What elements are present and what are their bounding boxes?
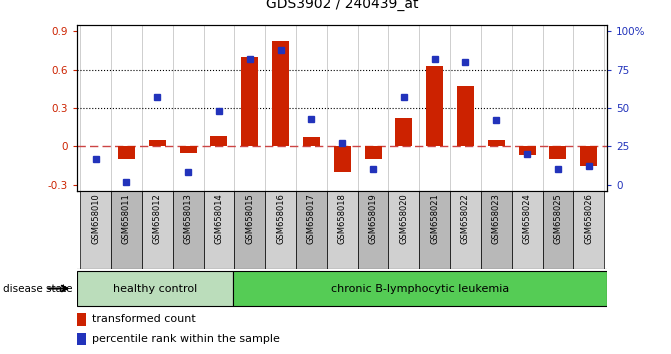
- Text: GSM658015: GSM658015: [246, 194, 254, 244]
- Text: GSM658020: GSM658020: [399, 194, 409, 244]
- Bar: [142, 191, 172, 269]
- Text: GSM658014: GSM658014: [215, 194, 223, 244]
- Text: GSM658019: GSM658019: [368, 194, 378, 244]
- Bar: [111, 191, 142, 269]
- Bar: [573, 191, 604, 269]
- Text: transformed count: transformed count: [93, 314, 196, 325]
- Bar: [519, 146, 535, 155]
- Text: GSM658026: GSM658026: [584, 194, 593, 244]
- Bar: [81, 191, 111, 269]
- Bar: [358, 191, 389, 269]
- Bar: [389, 191, 419, 269]
- Bar: [481, 191, 512, 269]
- Text: GSM658013: GSM658013: [184, 194, 193, 244]
- Text: GSM658025: GSM658025: [554, 194, 562, 244]
- Bar: [426, 66, 443, 146]
- Bar: [550, 146, 566, 159]
- Text: GSM658011: GSM658011: [122, 194, 131, 244]
- Bar: [327, 191, 358, 269]
- Bar: [364, 146, 382, 159]
- Text: chronic B-lymphocytic leukemia: chronic B-lymphocytic leukemia: [331, 284, 509, 293]
- Bar: [419, 191, 450, 269]
- Text: GSM658018: GSM658018: [338, 194, 347, 244]
- Bar: [211, 136, 227, 146]
- Text: GDS3902 / 240439_at: GDS3902 / 240439_at: [266, 0, 419, 11]
- Text: GSM658022: GSM658022: [461, 194, 470, 244]
- Bar: [77, 313, 86, 326]
- Text: GSM658017: GSM658017: [307, 194, 316, 244]
- Bar: [203, 191, 234, 269]
- Bar: [149, 140, 166, 146]
- Bar: [77, 271, 233, 306]
- Bar: [580, 146, 597, 166]
- Text: GSM658012: GSM658012: [153, 194, 162, 244]
- Bar: [450, 191, 481, 269]
- Text: healthy control: healthy control: [113, 284, 197, 293]
- Text: percentile rank within the sample: percentile rank within the sample: [93, 334, 280, 344]
- Text: GSM658010: GSM658010: [91, 194, 100, 244]
- Bar: [488, 140, 505, 146]
- Bar: [180, 146, 197, 153]
- Bar: [272, 41, 289, 146]
- Text: disease state: disease state: [3, 284, 73, 293]
- Bar: [296, 191, 327, 269]
- Bar: [233, 271, 607, 306]
- Text: GSM658021: GSM658021: [430, 194, 439, 244]
- Bar: [242, 57, 258, 146]
- Bar: [303, 137, 320, 146]
- Text: GSM658023: GSM658023: [492, 194, 501, 244]
- Bar: [512, 191, 543, 269]
- Bar: [395, 118, 412, 146]
- Bar: [457, 86, 474, 146]
- Text: GSM658024: GSM658024: [523, 194, 531, 244]
- Bar: [77, 333, 86, 346]
- Bar: [172, 191, 203, 269]
- Text: GSM658016: GSM658016: [276, 194, 285, 244]
- Bar: [265, 191, 296, 269]
- Bar: [543, 191, 573, 269]
- Bar: [234, 191, 265, 269]
- Bar: [333, 146, 351, 172]
- Bar: [118, 146, 135, 159]
